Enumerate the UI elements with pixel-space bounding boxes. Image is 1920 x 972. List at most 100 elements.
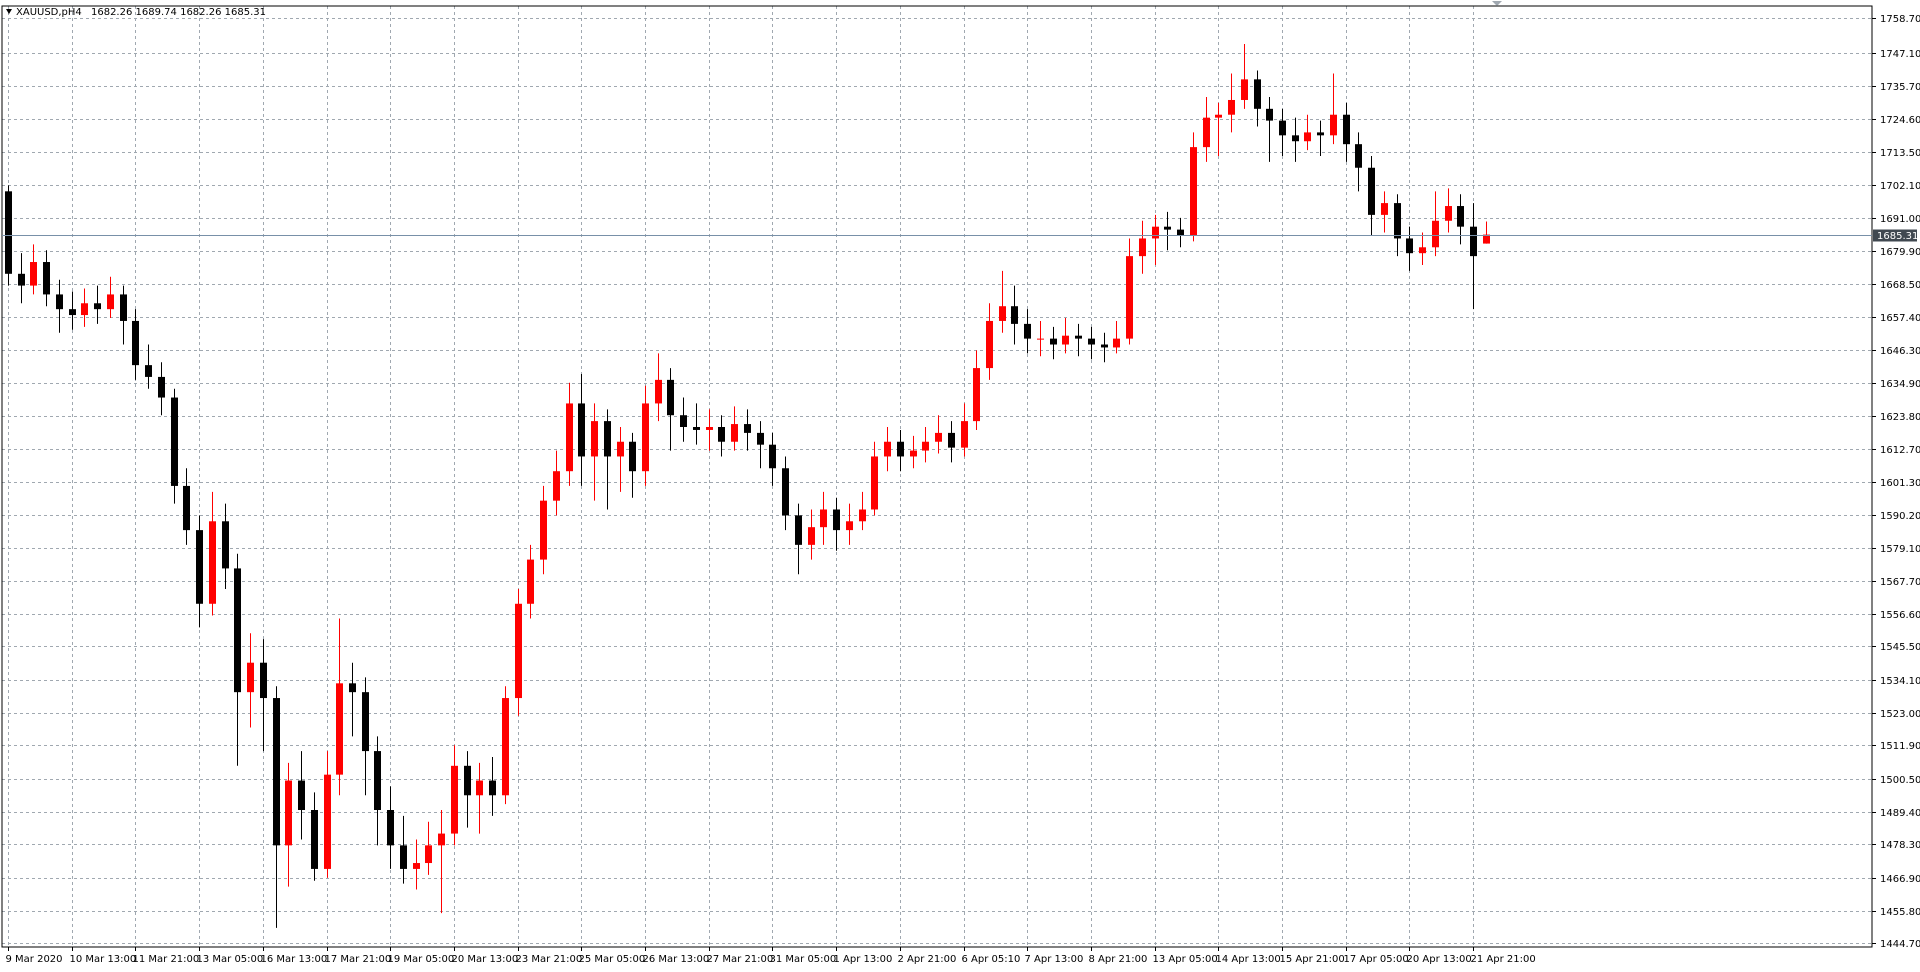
candle-body	[591, 421, 598, 457]
x-tick-label: 31 Mar 05:00	[770, 954, 837, 965]
y-tick-label: 1646.30	[1880, 346, 1920, 357]
candle-body	[1152, 226, 1159, 239]
candle-body	[553, 471, 560, 501]
candle-body	[808, 527, 815, 545]
chart-header: XAUUSD,pH4 1682.26 1689.74 1682.26 1685.…	[16, 7, 266, 18]
candle-body	[1037, 338, 1044, 340]
low-value: 1682.26	[180, 7, 221, 18]
candle-body	[438, 833, 445, 846]
open-value: 1682.26	[91, 7, 132, 18]
x-tick-label: 9 Mar 2020	[6, 954, 63, 965]
candle-body	[1075, 335, 1082, 339]
candle-body	[298, 780, 305, 811]
y-tick-label: 1489.40	[1880, 808, 1920, 819]
y-tick-label: 1601.30	[1880, 478, 1920, 489]
candle-body	[1062, 335, 1069, 345]
y-tick-label: 1534.10	[1880, 676, 1920, 687]
candle-body	[744, 424, 751, 433]
candle-body	[222, 521, 229, 569]
candle-body	[196, 530, 203, 604]
candle-body	[1457, 206, 1464, 227]
y-tick-label: 1567.70	[1880, 577, 1920, 588]
candle-body	[871, 456, 878, 510]
candle-body	[69, 309, 76, 316]
x-tick-label: 19 Mar 05:00	[388, 954, 455, 965]
candle-body	[209, 521, 216, 604]
candle-body	[1419, 247, 1426, 254]
candle-body	[527, 559, 534, 604]
candle-body	[1139, 238, 1146, 257]
candle-body	[846, 521, 853, 531]
candle-body	[884, 441, 891, 457]
candle-body	[324, 774, 331, 869]
candle-body	[43, 262, 50, 295]
current-price-box	[1873, 229, 1917, 242]
x-tick-label: 17 Mar 21:00	[325, 954, 392, 965]
y-tick-label: 1579.10	[1880, 544, 1920, 555]
candle-body	[476, 780, 483, 796]
candle-body	[1394, 203, 1401, 239]
candle-body	[680, 415, 687, 428]
candle-body	[515, 603, 522, 699]
candle-body	[1254, 79, 1261, 109]
y-tick-label: 1500.50	[1880, 775, 1920, 786]
candle-body	[731, 424, 738, 442]
candle-body	[948, 432, 955, 448]
candle-body	[693, 427, 700, 430]
candle-body	[400, 845, 407, 869]
close-value: 1685.31	[225, 7, 266, 18]
candle-body	[578, 403, 585, 457]
x-tick-label: 11 Mar 21:00	[133, 954, 200, 965]
candle-body	[604, 421, 611, 457]
candle-body	[820, 509, 827, 528]
candle-body	[107, 294, 114, 310]
candle-body	[1317, 132, 1324, 136]
candle-body	[999, 306, 1006, 321]
candle-body	[540, 500, 547, 560]
candle-body	[1406, 238, 1413, 254]
candle-body	[94, 303, 101, 310]
x-tick-label: 15 Apr 21:00	[1280, 954, 1345, 965]
candle-body	[349, 683, 356, 693]
x-tick-label: 8 Apr 21:00	[1089, 954, 1148, 965]
candle-body	[413, 863, 420, 869]
candle-body	[629, 441, 636, 472]
candle-body	[171, 397, 178, 486]
candle-body	[56, 294, 63, 310]
candle-body	[18, 273, 25, 286]
y-tick-label: 1735.70	[1880, 82, 1920, 93]
candle-body	[1215, 114, 1222, 118]
y-tick-label: 1556.60	[1880, 610, 1920, 621]
y-tick-label: 1511.90	[1880, 741, 1920, 752]
y-tick-label: 1444.70	[1880, 939, 1920, 950]
x-tick-label: 13 Mar 05:00	[197, 954, 264, 965]
x-tick-label: 26 Mar 13:00	[643, 954, 710, 965]
plot-frame	[1, 5, 1873, 948]
y-tick-label: 1691.00	[1880, 214, 1920, 225]
candle-body	[260, 662, 267, 699]
menu-triangle[interactable]	[6, 9, 12, 14]
y-tick-label: 1668.50	[1880, 280, 1920, 291]
y-tick-label: 1523.00	[1880, 709, 1920, 720]
candle-body	[859, 509, 866, 522]
candles	[5, 44, 1490, 928]
candle-body	[667, 379, 674, 416]
candle-body	[1343, 114, 1350, 145]
candle-body	[757, 432, 764, 445]
candle-body	[910, 450, 917, 457]
candle-body	[30, 262, 37, 286]
x-tick-label: 7 Apr 13:00	[1025, 954, 1084, 965]
candle-body	[145, 365, 152, 377]
candle-body	[1190, 147, 1197, 236]
y-tick-label: 1634.90	[1880, 379, 1920, 390]
y-tick-label: 1590.20	[1880, 511, 1920, 522]
candle-body	[1101, 344, 1108, 348]
candle-body	[1164, 226, 1171, 230]
candle-body	[81, 303, 88, 316]
candle-body	[782, 468, 789, 516]
y-tick-label: 1545.50	[1880, 642, 1920, 653]
candle-body	[1292, 135, 1299, 142]
candle-body	[1050, 338, 1057, 345]
candle-body	[247, 662, 254, 693]
